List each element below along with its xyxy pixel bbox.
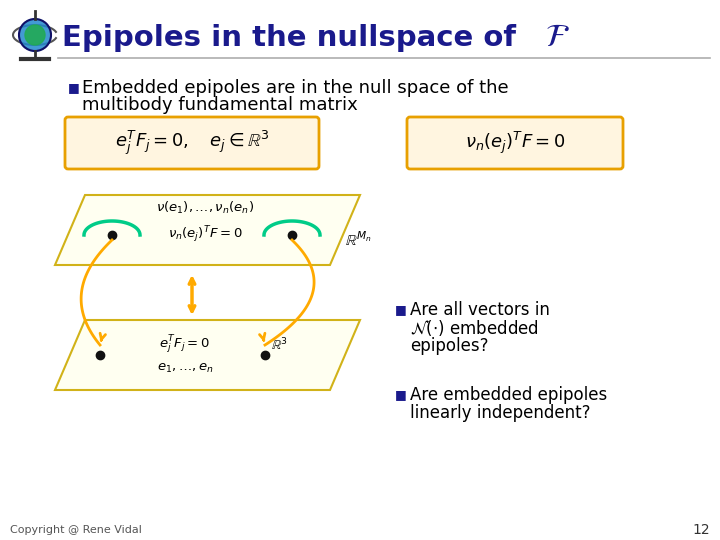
Text: $\nu_n(e_j)^T F = 0$: $\nu_n(e_j)^T F = 0$ xyxy=(168,225,243,245)
Text: $\mathcal{N}(\cdot)$ embedded: $\mathcal{N}(\cdot)$ embedded xyxy=(410,318,539,338)
Text: ■: ■ xyxy=(68,82,80,94)
Text: Embedded epipoles are in the null space of the: Embedded epipoles are in the null space … xyxy=(82,79,508,97)
Text: Epipoles in the nullspace of: Epipoles in the nullspace of xyxy=(62,24,526,52)
Text: Are embedded epipoles: Are embedded epipoles xyxy=(410,386,607,404)
FancyBboxPatch shape xyxy=(65,117,319,169)
Text: Copyright @ Rene Vidal: Copyright @ Rene Vidal xyxy=(10,525,142,535)
Text: $e_1, \ldots, e_n$: $e_1, \ldots, e_n$ xyxy=(157,361,213,375)
Text: ■: ■ xyxy=(395,303,407,316)
Text: $e_j^T F_j = 0$: $e_j^T F_j = 0$ xyxy=(159,334,210,356)
Polygon shape xyxy=(55,195,360,265)
Text: ■: ■ xyxy=(395,388,407,402)
Text: epipoles?: epipoles? xyxy=(410,337,488,355)
Text: $\mathbb{R}^{M_n}$: $\mathbb{R}^{M_n}$ xyxy=(345,231,372,249)
Text: $\nu(e_1), \ldots, \nu_n(e_n)$: $\nu(e_1), \ldots, \nu_n(e_n)$ xyxy=(156,200,254,216)
Text: Are all vectors in: Are all vectors in xyxy=(410,301,550,319)
Text: multibody fundamental matrix: multibody fundamental matrix xyxy=(82,96,358,114)
Circle shape xyxy=(19,19,51,51)
Text: linearly independent?: linearly independent? xyxy=(410,404,590,422)
FancyBboxPatch shape xyxy=(407,117,623,169)
Polygon shape xyxy=(55,320,360,390)
Text: $e_j^T F_j = 0, \quad e_j \in \mathbb{R}^3$: $e_j^T F_j = 0, \quad e_j \in \mathbb{R}… xyxy=(114,129,269,157)
Text: $\mathbb{R}^3$: $\mathbb{R}^3$ xyxy=(271,337,289,353)
Text: $\mathcal{F}$: $\mathcal{F}$ xyxy=(545,23,570,53)
Text: 12: 12 xyxy=(693,523,710,537)
Circle shape xyxy=(25,25,45,45)
Text: $\nu_n(e_j)^T F = 0$: $\nu_n(e_j)^T F = 0$ xyxy=(464,130,565,156)
